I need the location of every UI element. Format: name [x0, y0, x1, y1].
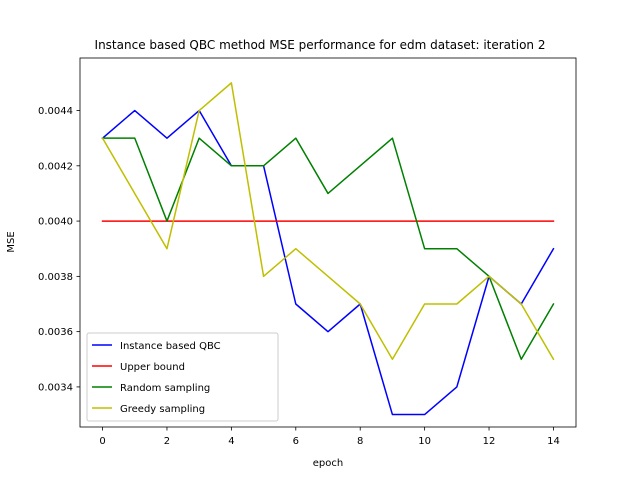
series-line-4	[101, 82, 555, 361]
series-line-1	[101, 109, 555, 416]
legend-box	[86, 332, 279, 422]
y-tick-label: 0.0034	[38, 382, 73, 393]
chart-marks	[101, 82, 555, 416]
plot-frame	[79, 57, 577, 428]
y-tick-label: 0.0036	[38, 327, 73, 338]
x-tick-label: 10	[418, 436, 431, 447]
x-axis-label: epoch	[313, 458, 343, 469]
x-tick-label: 0	[99, 436, 105, 447]
series-line-3	[101, 137, 555, 361]
x-tick-label: 6	[293, 436, 299, 447]
chart-title: Instance based QBC method MSE performanc…	[95, 38, 546, 52]
legend: Instance based QBC Upper bound Random samp…	[86, 332, 279, 422]
legend-label: Random sampling	[120, 383, 210, 394]
y-tick-label: 0.0044	[38, 106, 73, 117]
x-tick-label: 14	[547, 436, 560, 447]
y-axis: 0.0034 0.0036 0.0038 0.0040 0.0042 0.0044	[38, 106, 80, 393]
x-tick-label: 4	[228, 436, 234, 447]
x-axis: 0 2 4 6 8 10 12 14	[99, 427, 560, 447]
x-tick-label: 12	[483, 436, 496, 447]
legend-label: Instance based QBC	[120, 341, 221, 352]
y-tick-label: 0.0042	[38, 161, 73, 172]
x-tick-label: 8	[357, 436, 363, 447]
legend-label: Greedy sampling	[120, 404, 205, 415]
y-tick-label: 0.0040	[38, 217, 73, 228]
x-tick-label: 2	[164, 436, 170, 447]
legend-label: Upper bound	[120, 362, 185, 373]
y-axis-label: MSE	[6, 231, 17, 252]
y-tick-label: 0.0038	[38, 272, 73, 283]
